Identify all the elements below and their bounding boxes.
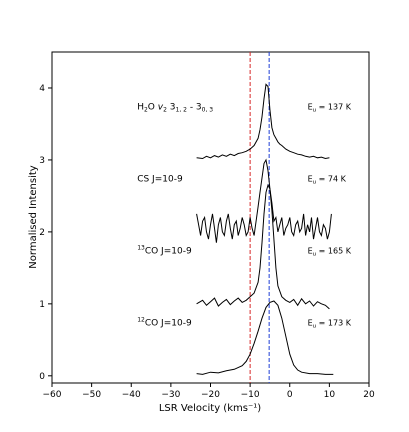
transition-label: CS J=10-9	[137, 175, 183, 185]
energy-label: Eu = 137 K	[308, 103, 352, 114]
x-tick-label: 0	[287, 390, 293, 400]
transition-label: 13CO J=10-9	[137, 244, 192, 256]
y-axis-label: Normalised Intensity	[28, 165, 39, 268]
x-axis-ticks: −60 −50 −40 −30 −20 −10 0 10 20	[43, 383, 375, 400]
energy-label: Eu = 165 K	[308, 246, 352, 257]
y-tick-label: 0	[39, 372, 45, 382]
energy-label: Eu = 173 K	[308, 318, 352, 329]
x-tick-label: −10	[241, 390, 260, 400]
y-tick-label: 4	[39, 84, 45, 94]
y-tick-label: 2	[39, 228, 45, 238]
x-tick-label: −30	[161, 390, 180, 400]
x-tick-label: 10	[324, 390, 336, 400]
x-tick-label: −40	[122, 390, 141, 400]
energy-label: Eu = 74 K	[308, 175, 347, 186]
y-tick-label: 3	[39, 156, 45, 166]
x-axis-label: LSR Velocity (kms⁻¹)	[159, 403, 261, 414]
spectra-lines	[196, 83, 334, 375]
reference-lines	[249, 52, 270, 383]
spectrum-line	[196, 183, 330, 310]
y-axis-ticks: 0 1 2 3 4	[39, 84, 52, 382]
spectrum-line	[196, 300, 334, 375]
x-tick-label: 20	[363, 390, 375, 400]
y-tick-label: 1	[39, 300, 45, 310]
spectrum-line	[196, 158, 332, 243]
x-tick-label: −20	[201, 390, 220, 400]
x-tick-label: −60	[43, 390, 62, 400]
transition-label: 12CO J=10-9	[137, 316, 192, 328]
x-tick-label: −50	[82, 390, 101, 400]
spectrum-labels: 12CO J=10-9 Eu = 173 K 13CO J=10-9 Eu = 165…	[137, 103, 352, 330]
spectrum-line	[196, 83, 330, 160]
transition-label: H2O v2 31, 2 - 30, 3	[137, 103, 213, 114]
